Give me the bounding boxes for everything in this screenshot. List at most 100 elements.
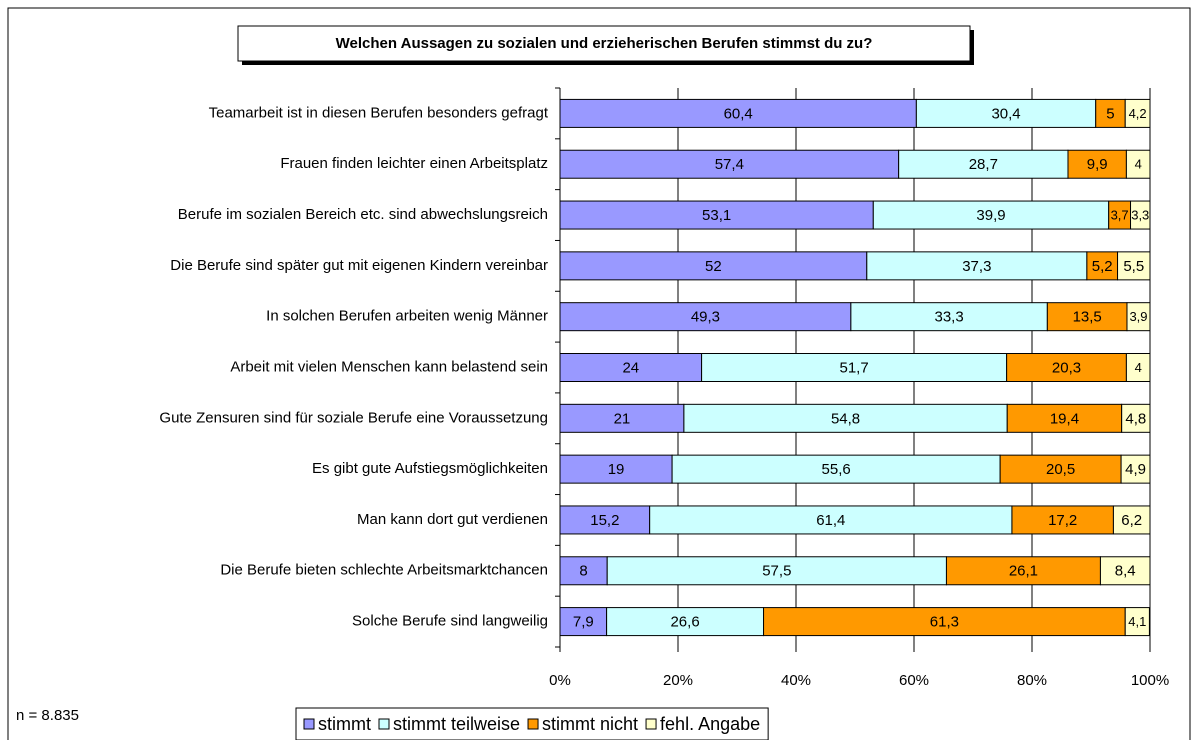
chart-title: Welchen Aussagen zu sozialen und erziehe… <box>336 35 873 52</box>
bar-segment <box>1095 98 1126 128</box>
value-label: 20,3 <box>1052 359 1081 376</box>
value-label: 8,4 <box>1115 563 1136 580</box>
x-tick-label: 40% <box>781 672 811 689</box>
value-label: 9,9 <box>1087 156 1108 173</box>
value-label: 54,8 <box>831 410 860 427</box>
bar-segment <box>1124 98 1151 128</box>
note: n = 8.835 <box>16 707 79 724</box>
legend-swatch <box>645 718 657 730</box>
value-label: 61,3 <box>930 614 959 631</box>
bar-segment <box>763 607 1126 637</box>
bar-segment <box>1067 149 1127 179</box>
bar-segment <box>559 98 917 128</box>
category-label: Gute Zensuren sind für soziale Berufe ei… <box>159 409 548 426</box>
bar-segment <box>559 556 608 586</box>
value-label: 60,4 <box>724 105 753 122</box>
value-label: 55,6 <box>822 461 851 478</box>
value-label: 39,9 <box>976 207 1005 224</box>
value-label: 19 <box>608 461 625 478</box>
category-label: Solche Berufe sind langweilig <box>352 613 548 630</box>
bar-segment <box>1125 353 1151 382</box>
x-tick-label: 0% <box>549 672 571 689</box>
bar-segment <box>872 200 1110 230</box>
bar-segment <box>1126 302 1151 332</box>
bar-segment <box>1117 251 1151 281</box>
value-label: 4,8 <box>1125 410 1146 427</box>
value-label: 28,7 <box>969 156 998 173</box>
category-label: In solchen Berufen arbeiten wenig Männer <box>266 308 548 325</box>
legend-label: stimmt teilweise <box>393 714 520 734</box>
value-label: 5,2 <box>1092 258 1113 275</box>
value-label: 26,1 <box>1009 563 1038 580</box>
bar-segment <box>1125 149 1151 179</box>
value-label: 13,5 <box>1073 309 1102 326</box>
category-label: Berufe im sozialen Bereich etc. sind abw… <box>178 206 548 223</box>
value-label: 49,3 <box>691 309 720 326</box>
value-label: 57,5 <box>762 563 791 580</box>
value-label: 4,1 <box>1128 614 1146 629</box>
value-label: 52 <box>705 258 722 275</box>
category-label: Man kann dort gut verdienen <box>357 511 548 528</box>
value-label: 51,7 <box>840 359 869 376</box>
bar-segment <box>1120 454 1151 484</box>
value-label: 24 <box>622 359 639 376</box>
category-label: Die Berufe bieten schlechte Arbeitsmarkt… <box>220 562 548 579</box>
bar-segment <box>1011 505 1114 535</box>
legend-swatch <box>527 718 539 730</box>
bar-segment <box>1006 353 1127 382</box>
category-label: Teamarbeit ist in diesen Berufen besonde… <box>209 104 549 121</box>
bar-segment <box>1112 505 1151 535</box>
x-tick-label: 100% <box>1131 672 1169 689</box>
bar-segment <box>671 454 1001 484</box>
bar-segment <box>606 556 947 586</box>
value-label: 7,9 <box>573 614 594 631</box>
bar-segment <box>1121 403 1151 433</box>
bar-segment <box>559 302 852 332</box>
bar-segment <box>1086 251 1119 281</box>
bar-segment <box>1099 556 1151 586</box>
value-label: 5 <box>1106 105 1114 122</box>
category-label: Es gibt gute Aufstiegsmöglichkeiten <box>312 460 548 477</box>
value-label: 3,9 <box>1129 309 1147 324</box>
legend-label: fehl. Angabe <box>660 714 760 734</box>
bar-segment <box>559 403 685 433</box>
value-label: 21 <box>614 410 631 427</box>
bar-segment <box>559 200 874 230</box>
bar-segment <box>866 251 1088 281</box>
bar-segment <box>1124 607 1150 637</box>
x-tick-label: 80% <box>1017 672 1047 689</box>
bar-segment <box>559 505 651 535</box>
bar-segment <box>683 403 1008 433</box>
bar-segment <box>945 556 1101 586</box>
value-label: 30,4 <box>991 105 1020 122</box>
bar-segment <box>1006 403 1123 433</box>
value-label: 3,3 <box>1131 207 1149 222</box>
value-label: 8 <box>579 563 587 580</box>
category-label: Frauen finden leichter einen Arbeitsplat… <box>280 155 548 172</box>
bar-segment <box>915 98 1097 128</box>
bar-segment <box>1130 200 1151 230</box>
value-label: 53,1 <box>702 207 731 224</box>
bar-segment <box>898 149 1069 179</box>
legend-label: stimmt nicht <box>542 714 638 734</box>
value-label: 33,3 <box>935 309 964 326</box>
legend-label: stimmt <box>318 714 371 734</box>
value-label: 6,2 <box>1121 512 1142 529</box>
bar-segment <box>559 149 900 179</box>
title-box <box>237 25 971 62</box>
value-label: 37,3 <box>962 258 991 275</box>
bar-segment <box>559 353 703 382</box>
x-tick-label: 20% <box>663 672 693 689</box>
value-label: 26,6 <box>670 614 699 631</box>
bar-segment <box>701 353 1008 382</box>
value-label: 5,5 <box>1123 258 1144 275</box>
value-label: 15,2 <box>590 512 619 529</box>
value-label: 17,2 <box>1048 512 1077 529</box>
bar-segment <box>606 607 765 637</box>
value-label: 4 <box>1135 157 1142 172</box>
value-label: 20,5 <box>1046 461 1075 478</box>
bar-segment <box>559 607 608 637</box>
legend-swatch <box>303 718 315 730</box>
value-label: 4,2 <box>1129 106 1147 121</box>
value-label: 19,4 <box>1050 410 1079 427</box>
